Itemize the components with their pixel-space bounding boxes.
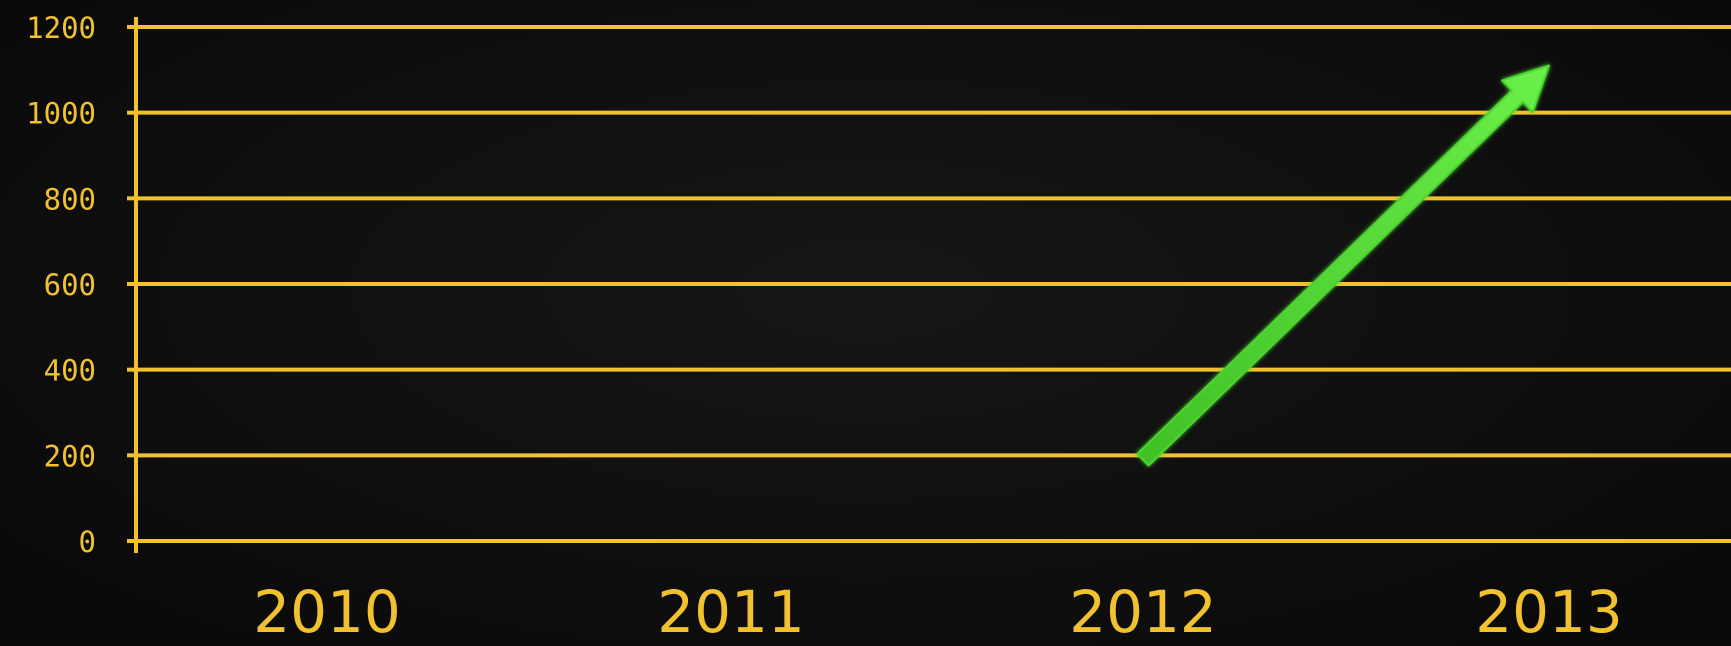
- x-tick-label: 2010: [253, 578, 401, 646]
- y-tick-label: 200: [44, 439, 96, 473]
- series-layer: [1136, 64, 1550, 467]
- trend-arrow: [1136, 64, 1550, 467]
- x-tick-label: 2012: [1069, 578, 1217, 646]
- y-tick-label: 0: [79, 525, 96, 559]
- grid-layer: [136, 25, 1731, 543]
- x-tick-label: 2013: [1475, 578, 1623, 646]
- y-tick-label: 1200: [26, 11, 96, 45]
- y-tick-label: 600: [44, 268, 96, 302]
- axis-layer: [127, 17, 138, 553]
- y-tick-label: 1000: [26, 97, 96, 131]
- series-arrow: [1136, 64, 1550, 467]
- x-tick-labels: 2010 2011 2012 2013: [253, 578, 1623, 646]
- y-tick-label: 400: [44, 354, 96, 388]
- y-tick-label: 800: [44, 182, 96, 216]
- y-tick-labels: 0 200 400 600 800 1000 1200: [26, 11, 96, 559]
- x-tick-label: 2011: [657, 578, 805, 646]
